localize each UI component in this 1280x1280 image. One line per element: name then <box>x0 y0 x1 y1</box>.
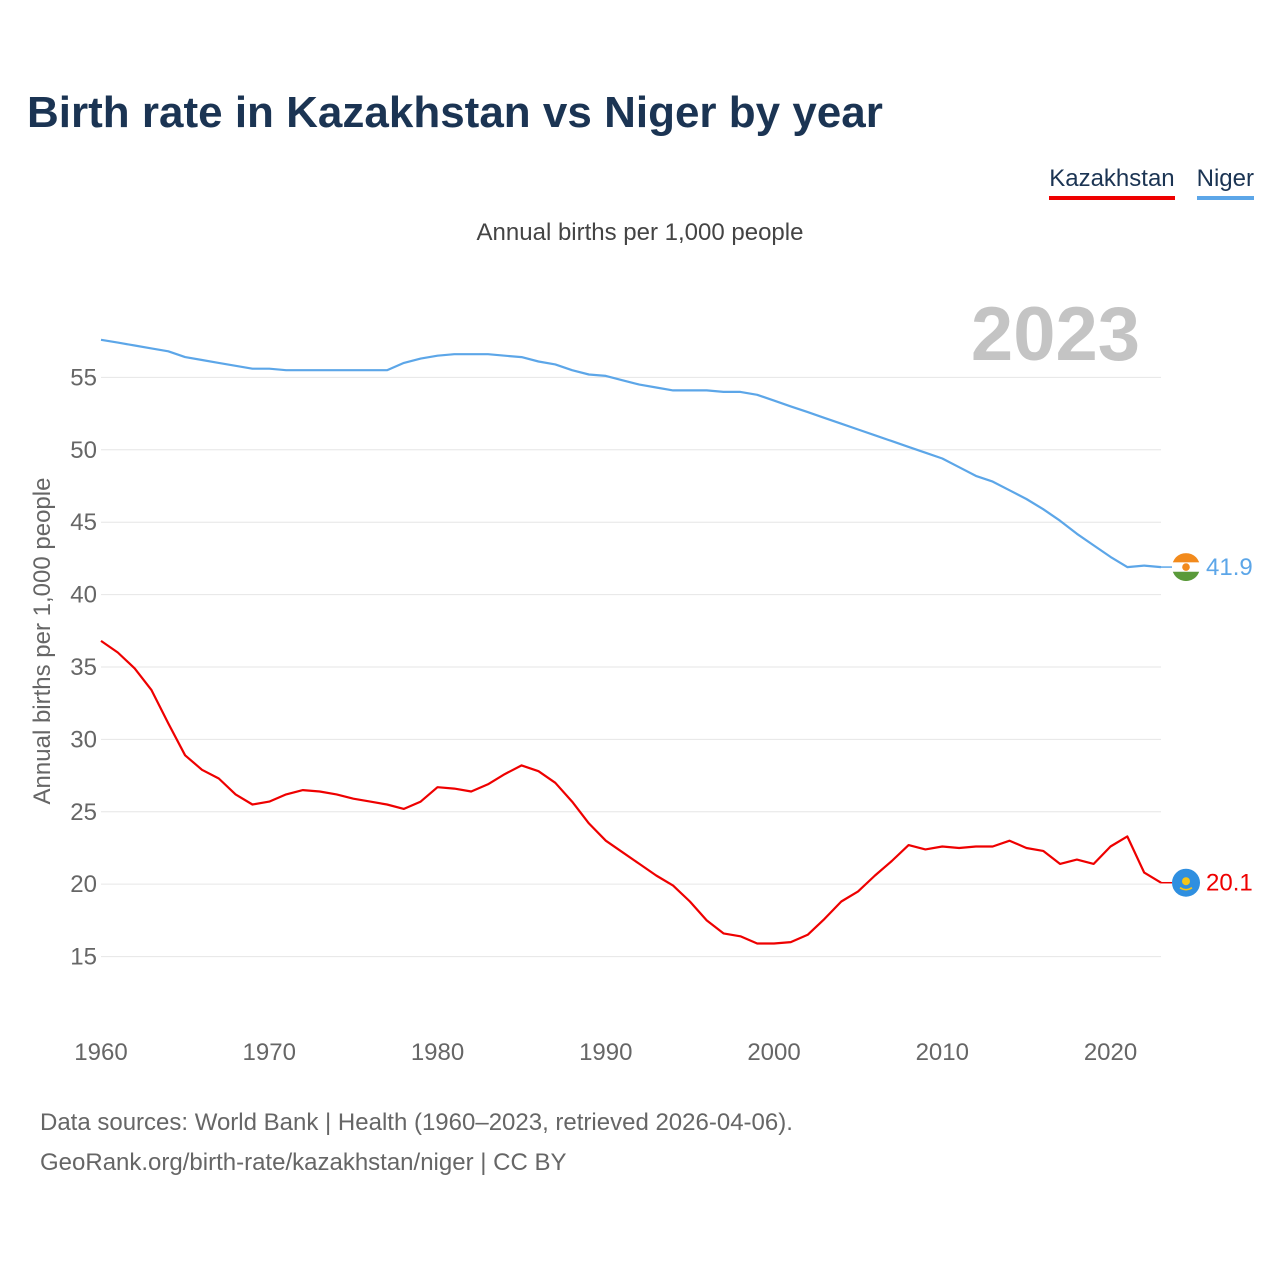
x-tick-label: 1960 <box>74 1039 127 1066</box>
y-tick-label: 45 <box>70 509 97 536</box>
x-tick-label: 2020 <box>1084 1039 1137 1066</box>
attribution-link[interactable]: GeoRank.org/birth-rate/kazakhstan/niger … <box>40 1149 567 1176</box>
chart-subtitle: Annual births per 1,000 people <box>477 219 804 246</box>
end-value-label: 20.1 <box>1206 870 1253 897</box>
y-tick-label: 20 <box>70 871 97 898</box>
flag-body <box>1172 553 1200 582</box>
series-line-kazakhstan <box>100 639 1162 945</box>
line-chart: Annual births per 1,000 people Annual bi… <box>29 219 1253 1066</box>
y-tick-label: 55 <box>70 364 97 391</box>
y-tick-label: 15 <box>70 944 97 971</box>
legend-item-niger[interactable]: Niger <box>1196 165 1254 200</box>
x-tick-label: 1990 <box>579 1039 632 1066</box>
grid: 15 20 25 30 35 40 45 50 55 1960 1970 1980 1990 2000 20… <box>70 364 1161 1066</box>
end-value-label: 41.9 <box>1206 554 1253 581</box>
y-tick-label: 40 <box>70 582 97 609</box>
year-watermark: 2023 <box>971 292 1140 377</box>
y-tick-label: 50 <box>70 437 97 464</box>
y-tick-label: 30 <box>70 726 97 753</box>
x-tick-label: 2000 <box>747 1039 800 1066</box>
series-line-niger <box>100 338 1162 569</box>
flag-sun <box>1182 563 1190 571</box>
footer: Data sources: World Bank | Health (1960–… <box>40 1103 793 1183</box>
end-markers: 20.1 41.9 <box>1161 553 1253 897</box>
source-text: Data sources: World Bank | Health (1960–… <box>40 1109 793 1136</box>
flag-sun <box>1182 877 1190 886</box>
y-tick-label: 35 <box>70 654 97 681</box>
x-tick-label: 2010 <box>916 1039 969 1066</box>
y-tick-label: 25 <box>70 799 97 826</box>
x-tick-label: 1970 <box>243 1039 296 1066</box>
legend: Kazakhstan Niger <box>1049 165 1254 200</box>
flag-stripe-bottom <box>1172 571 1200 582</box>
flag-stripe-top <box>1172 553 1200 563</box>
y-axis-label: Annual births per 1,000 people <box>29 478 56 805</box>
x-tick-label: 1980 <box>411 1039 464 1066</box>
page-title: Birth rate in Kazakhstan vs Niger by yea… <box>27 88 883 137</box>
flag-eagle <box>1179 887 1193 891</box>
legend-item-kazakhstan[interactable]: Kazakhstan <box>1049 165 1175 200</box>
series-group <box>100 338 1162 945</box>
niger-flag-icon <box>1172 553 1200 582</box>
kazakhstan-flag-icon <box>1172 868 1200 897</box>
